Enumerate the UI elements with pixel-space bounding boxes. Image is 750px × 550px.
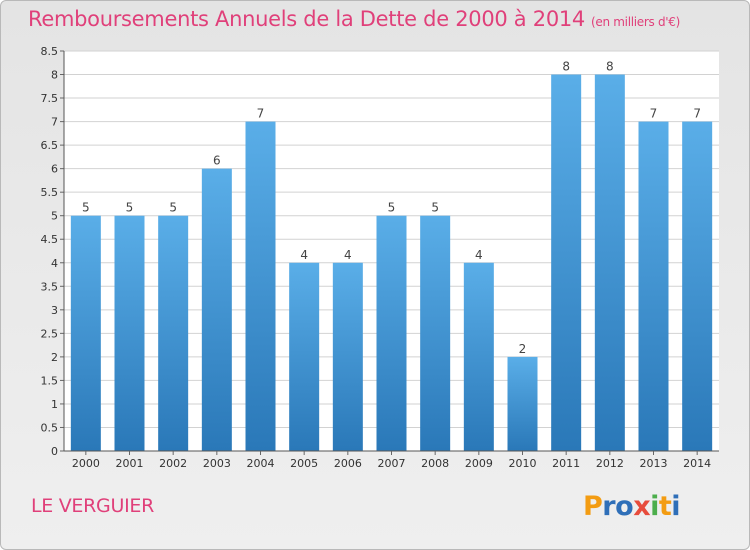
bar [594, 74, 625, 451]
y-tick-label: 8.5 [41, 45, 59, 58]
logo-letter: i [671, 491, 681, 522]
bar [682, 121, 713, 452]
data-label: 8 [562, 60, 570, 74]
data-label: 5 [431, 201, 439, 215]
y-tick-label: 8 [51, 69, 58, 82]
title-unit: (en milliers d'€) [591, 15, 681, 29]
bar [638, 121, 669, 452]
bar [114, 215, 145, 451]
data-label: 7 [257, 107, 265, 121]
chart-title: Remboursements Annuels de la Dette de 20… [28, 7, 680, 31]
bar [376, 215, 407, 451]
y-tick-label: 2 [51, 351, 58, 364]
logo-letter: i [650, 491, 659, 522]
x-tick-label: 2006 [334, 457, 362, 470]
bar [463, 262, 494, 451]
data-label: 5 [169, 201, 177, 215]
place-name: LE VERGUIER [31, 495, 154, 517]
data-label: 4 [344, 248, 352, 262]
logo-letter: r [602, 491, 616, 522]
y-tick-label: 5 [51, 210, 58, 223]
y-tick-label: 1 [51, 398, 58, 411]
logo-letter: t [658, 491, 672, 522]
x-tick-label: 2002 [159, 457, 187, 470]
data-label: 5 [82, 201, 90, 215]
data-label: 5 [126, 201, 134, 215]
bar [158, 215, 189, 451]
y-tick-label: 0.5 [41, 421, 59, 434]
y-tick-label: 3 [51, 304, 58, 317]
x-tick-label: 2011 [552, 457, 580, 470]
x-tick-label: 2005 [290, 457, 318, 470]
bar [289, 262, 320, 451]
x-tick-label: 2012 [596, 457, 624, 470]
bar [332, 262, 363, 451]
y-tick-label: 4 [51, 257, 58, 270]
bar [70, 215, 101, 451]
x-tick-label: 2003 [203, 457, 231, 470]
y-tick-label: 5.5 [41, 186, 59, 199]
y-tick-label: 3.5 [41, 280, 59, 293]
y-tick-label: 1.5 [41, 374, 59, 387]
data-label: 5 [388, 201, 396, 215]
title-text: Remboursements Annuels de la Dette de 20… [28, 7, 585, 31]
y-tick-label: 4.5 [41, 233, 59, 246]
logo-letter: o [615, 491, 634, 522]
x-tick-label: 2000 [72, 457, 100, 470]
bar [245, 121, 276, 452]
bar [420, 215, 451, 451]
proxiti-logo: Proxiti [583, 491, 681, 522]
x-tick-label: 2008 [421, 457, 449, 470]
data-label: 2 [519, 342, 527, 356]
logo-letter: x [633, 491, 651, 522]
data-label: 7 [693, 107, 701, 121]
x-tick-label: 2007 [378, 457, 406, 470]
y-tick-label: 2.5 [41, 327, 59, 340]
y-tick-label: 7 [51, 116, 58, 129]
x-tick-label: 2013 [640, 457, 668, 470]
logo-letter: P [583, 491, 603, 522]
data-label: 8 [606, 60, 614, 74]
x-tick-label: 2004 [247, 457, 275, 470]
x-tick-label: 2014 [683, 457, 711, 470]
y-tick-label: 6 [51, 163, 58, 176]
bar [201, 168, 232, 451]
y-tick-label: 6.5 [41, 139, 59, 152]
y-tick-label: 7.5 [41, 92, 59, 105]
x-tick-label: 2001 [116, 457, 144, 470]
bar [507, 356, 538, 451]
x-tick-label: 2009 [465, 457, 493, 470]
bar [551, 74, 582, 451]
data-label: 7 [650, 107, 658, 121]
x-tick-label: 2010 [509, 457, 537, 470]
y-tick-label: 0 [51, 445, 58, 458]
data-label: 4 [475, 248, 483, 262]
data-label: 4 [300, 248, 308, 262]
data-label: 6 [213, 154, 221, 168]
